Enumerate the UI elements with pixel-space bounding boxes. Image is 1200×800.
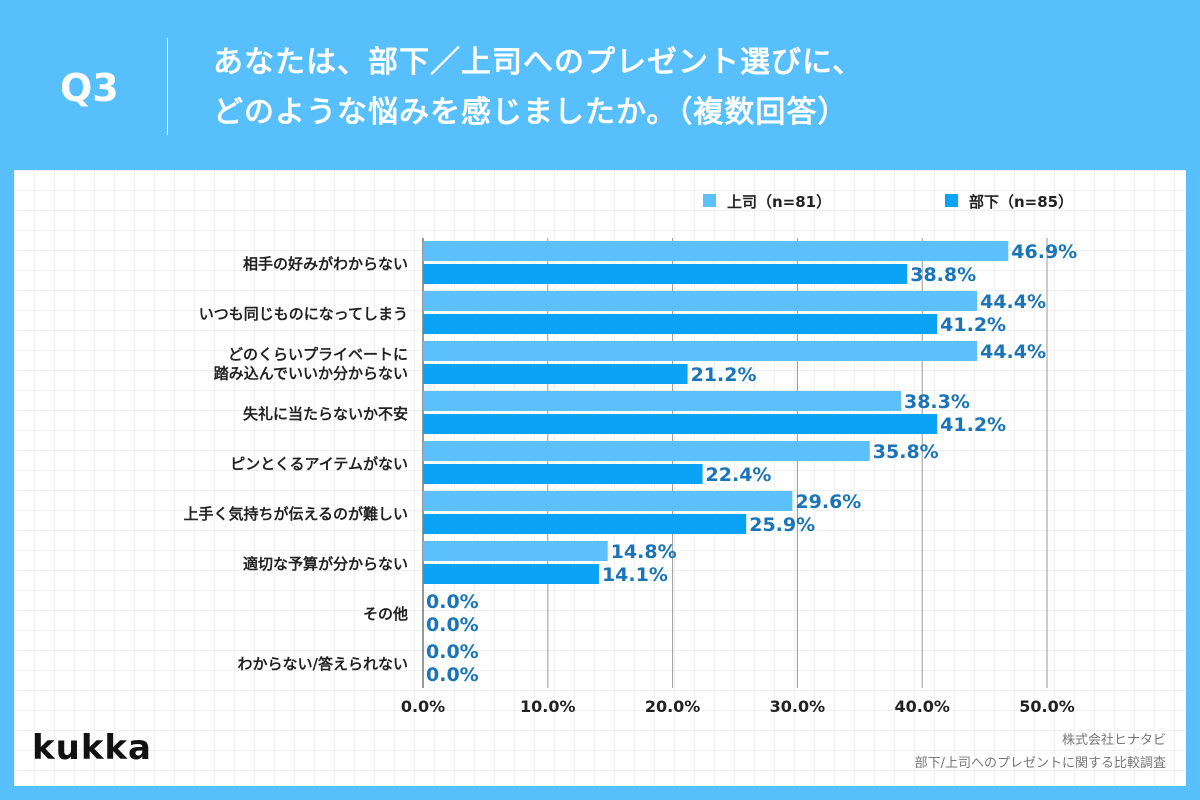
title-line-2: どのような悩みを感じましたか。（複数回答） [213, 95, 849, 130]
value-label: 14.1% [602, 564, 668, 586]
value-label: 46.9% [1011, 241, 1077, 263]
category-label: 踏み込んでいいか分からない [214, 365, 408, 383]
value-label: 0.0% [426, 614, 479, 636]
legend-swatch [703, 194, 716, 207]
value-label: 21.2% [691, 364, 757, 386]
value-label: 44.4% [980, 291, 1046, 313]
value-label: 41.2% [940, 314, 1006, 336]
category-label: いつも同じものになってしまう [199, 305, 408, 323]
bar [423, 491, 793, 511]
value-label: 38.3% [904, 391, 970, 413]
x-tick-label: 30.0% [770, 697, 826, 716]
value-label: 38.8% [910, 264, 976, 286]
bar [423, 264, 908, 284]
bar [423, 364, 688, 384]
legend-swatch [945, 194, 958, 207]
legend-label: 上司（n=81） [727, 193, 831, 211]
value-label: 0.0% [426, 664, 479, 686]
bar [423, 514, 747, 534]
bar [423, 341, 978, 361]
category-label: 適切な予算が分からない [243, 555, 408, 573]
bar [423, 541, 608, 561]
question-title: あなたは、部下／上司へのプレゼント選びに、 どのような悩みを感じましたか。（複数… [213, 38, 863, 138]
value-label: 14.8% [611, 541, 677, 563]
bar [423, 291, 978, 311]
value-label: 0.0% [426, 591, 479, 613]
bar [423, 414, 938, 434]
source-company: 株式会社ヒナタビ [1061, 733, 1166, 748]
value-label: 35.8% [873, 441, 939, 463]
legend-label: 部下（n=85） [969, 193, 1073, 211]
category-label: わからない/答えられない [238, 655, 408, 673]
bar [423, 464, 703, 484]
bar [423, 391, 901, 411]
value-label: 0.0% [426, 641, 479, 663]
x-tick-label: 20.0% [645, 697, 701, 716]
question-number: Q3 [60, 66, 119, 110]
value-label: 44.4% [980, 341, 1046, 363]
bar [423, 241, 1009, 261]
category-label: 失礼に当たらないか不安 [243, 405, 408, 423]
category-label: 上手く気持ちが伝えるのが難しい [183, 505, 408, 523]
value-label: 25.9% [749, 514, 815, 536]
value-label: 22.4% [706, 464, 772, 486]
x-tick-label: 50.0% [1019, 697, 1075, 716]
value-label: 29.6% [795, 491, 861, 513]
category-label: 相手の好みがわからない [243, 255, 408, 273]
category-label: ピンとくるアイテムがない [230, 455, 408, 473]
x-tick-label: 40.0% [894, 697, 950, 716]
bar [423, 441, 870, 461]
kukka-logo: kukka [32, 728, 152, 768]
category-label: その他 [363, 605, 408, 623]
bar [423, 564, 599, 584]
category-label: どのくらいプライベートに [228, 346, 408, 364]
x-tick-label: 0.0% [401, 697, 445, 716]
title-line-1: あなたは、部下／上司へのプレゼント選びに、 [213, 45, 864, 80]
bar [423, 314, 938, 334]
value-label: 41.2% [940, 414, 1006, 436]
header-divider [167, 38, 168, 135]
source-survey: 部下/上司へのプレゼントに関する比較調査 [914, 756, 1166, 771]
x-tick-label: 10.0% [520, 697, 576, 716]
